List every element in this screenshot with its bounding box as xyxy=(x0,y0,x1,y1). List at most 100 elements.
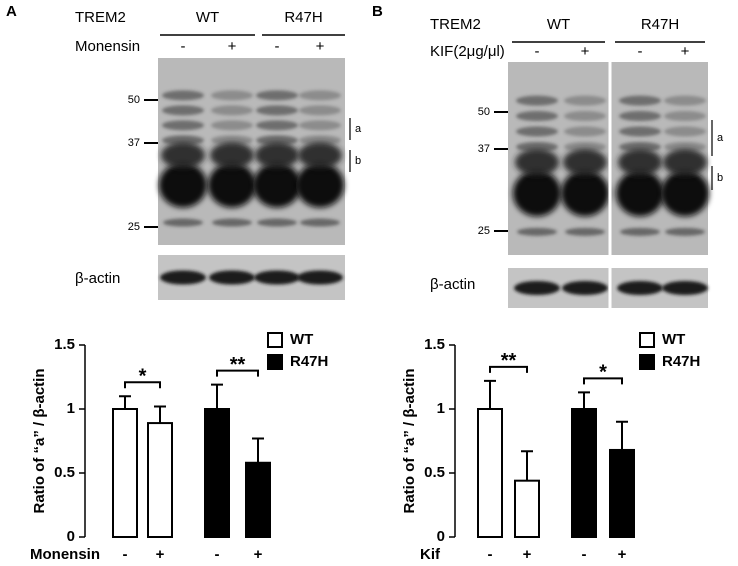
error-bar xyxy=(119,395,131,409)
x-tick-label: - xyxy=(582,546,587,563)
bar xyxy=(571,408,597,538)
condition-label: + xyxy=(581,43,590,60)
band xyxy=(211,105,253,116)
x-tick-label: + xyxy=(618,546,627,563)
condition-label: + xyxy=(316,38,325,55)
band xyxy=(616,170,664,217)
error-bar xyxy=(578,391,590,409)
band xyxy=(162,90,204,101)
band xyxy=(299,120,341,131)
band xyxy=(299,135,341,146)
bar xyxy=(514,479,540,538)
x-tick-label: + xyxy=(523,546,532,563)
loading-band xyxy=(662,281,708,295)
band xyxy=(211,90,253,101)
blot-divider xyxy=(608,62,612,255)
bar xyxy=(477,408,503,538)
bar-chart: 0 0.5 1 1.5 Ratio of “a” / β-actin Monensin - +… xyxy=(30,331,328,563)
panel-letter: A xyxy=(6,3,17,20)
band xyxy=(564,95,606,106)
panel-letter: B xyxy=(372,3,383,20)
band xyxy=(296,162,344,208)
group-label: WT xyxy=(196,9,219,26)
band xyxy=(256,90,298,101)
band xyxy=(618,148,662,176)
error-bar xyxy=(252,437,264,463)
significance-label: * xyxy=(139,365,147,387)
marker-label: 25 xyxy=(128,221,140,233)
band xyxy=(256,105,298,116)
x-tick-label: - xyxy=(488,546,493,563)
legend-label: WT xyxy=(662,331,685,348)
significance-bracket xyxy=(124,381,161,389)
band xyxy=(516,111,558,122)
x-tick-label: - xyxy=(215,546,220,563)
band xyxy=(299,90,341,101)
condition-label: + xyxy=(681,43,690,60)
loading-band xyxy=(160,270,206,285)
band-label: a xyxy=(355,123,362,135)
band xyxy=(256,120,298,131)
band xyxy=(256,135,298,146)
condition-label: - xyxy=(535,43,540,60)
band xyxy=(159,162,207,208)
condition-label: - xyxy=(275,38,280,55)
band xyxy=(664,141,706,152)
error-bar xyxy=(211,383,223,409)
band xyxy=(564,141,606,152)
protein-label: TREM2 xyxy=(75,9,126,26)
band xyxy=(162,105,204,116)
group-label: R47H xyxy=(641,16,679,33)
band xyxy=(664,95,706,106)
band xyxy=(211,120,253,131)
significance-label: ** xyxy=(501,350,517,372)
x-tick-label: + xyxy=(156,546,165,563)
legend-swatch xyxy=(267,332,283,348)
group-label: R47H xyxy=(284,9,322,26)
significance-bracket xyxy=(216,369,259,377)
x-tick-label: + xyxy=(254,546,263,563)
group-label: WT xyxy=(547,16,570,33)
bar xyxy=(147,422,173,538)
band xyxy=(663,148,707,176)
x-tick-label: - xyxy=(123,546,128,563)
y-tick-label: 0 xyxy=(437,528,445,545)
error-bar xyxy=(521,450,533,481)
legend-label: WT xyxy=(290,331,313,348)
y-tick-label: 1 xyxy=(67,400,75,417)
legend-label: R47H xyxy=(662,353,700,370)
loading-band xyxy=(514,281,560,295)
blot-divider xyxy=(608,268,612,308)
marker-label: 25 xyxy=(478,225,490,237)
band xyxy=(162,135,204,146)
band xyxy=(563,148,607,176)
band xyxy=(665,227,705,236)
band xyxy=(515,148,559,176)
legend-label: R47H xyxy=(290,353,328,370)
loading-label: β-actin xyxy=(75,270,120,287)
band xyxy=(664,126,706,137)
y-tick-label: 1.5 xyxy=(424,336,445,353)
y-axis-label: Ratio of “a” / β-actin xyxy=(31,369,48,514)
band xyxy=(299,105,341,116)
band-label: a xyxy=(717,132,724,144)
band xyxy=(162,120,204,131)
band xyxy=(300,218,340,227)
legend-swatch xyxy=(639,332,655,348)
significance-label: * xyxy=(599,362,607,384)
band xyxy=(619,141,661,152)
y-tick-label: 0.5 xyxy=(54,464,75,481)
error-bar xyxy=(154,405,166,424)
y-tick-label: 0.5 xyxy=(424,464,445,481)
band-label: b xyxy=(355,155,361,167)
band xyxy=(619,111,661,122)
bar xyxy=(609,448,635,538)
band xyxy=(564,111,606,122)
significance-label: ** xyxy=(230,354,246,376)
band xyxy=(212,218,252,227)
x-axis-label: Monensin xyxy=(30,546,100,563)
treatment-label: KIF(2μg/μl) xyxy=(430,43,505,60)
bar xyxy=(112,408,138,538)
band xyxy=(513,170,561,217)
